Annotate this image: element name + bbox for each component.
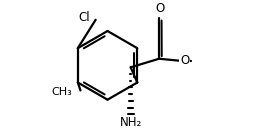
Text: NH₂: NH₂ xyxy=(120,116,142,129)
Text: O: O xyxy=(180,54,190,67)
Text: CH₃: CH₃ xyxy=(52,87,73,97)
Text: Cl: Cl xyxy=(78,11,90,24)
Text: O: O xyxy=(156,2,165,15)
